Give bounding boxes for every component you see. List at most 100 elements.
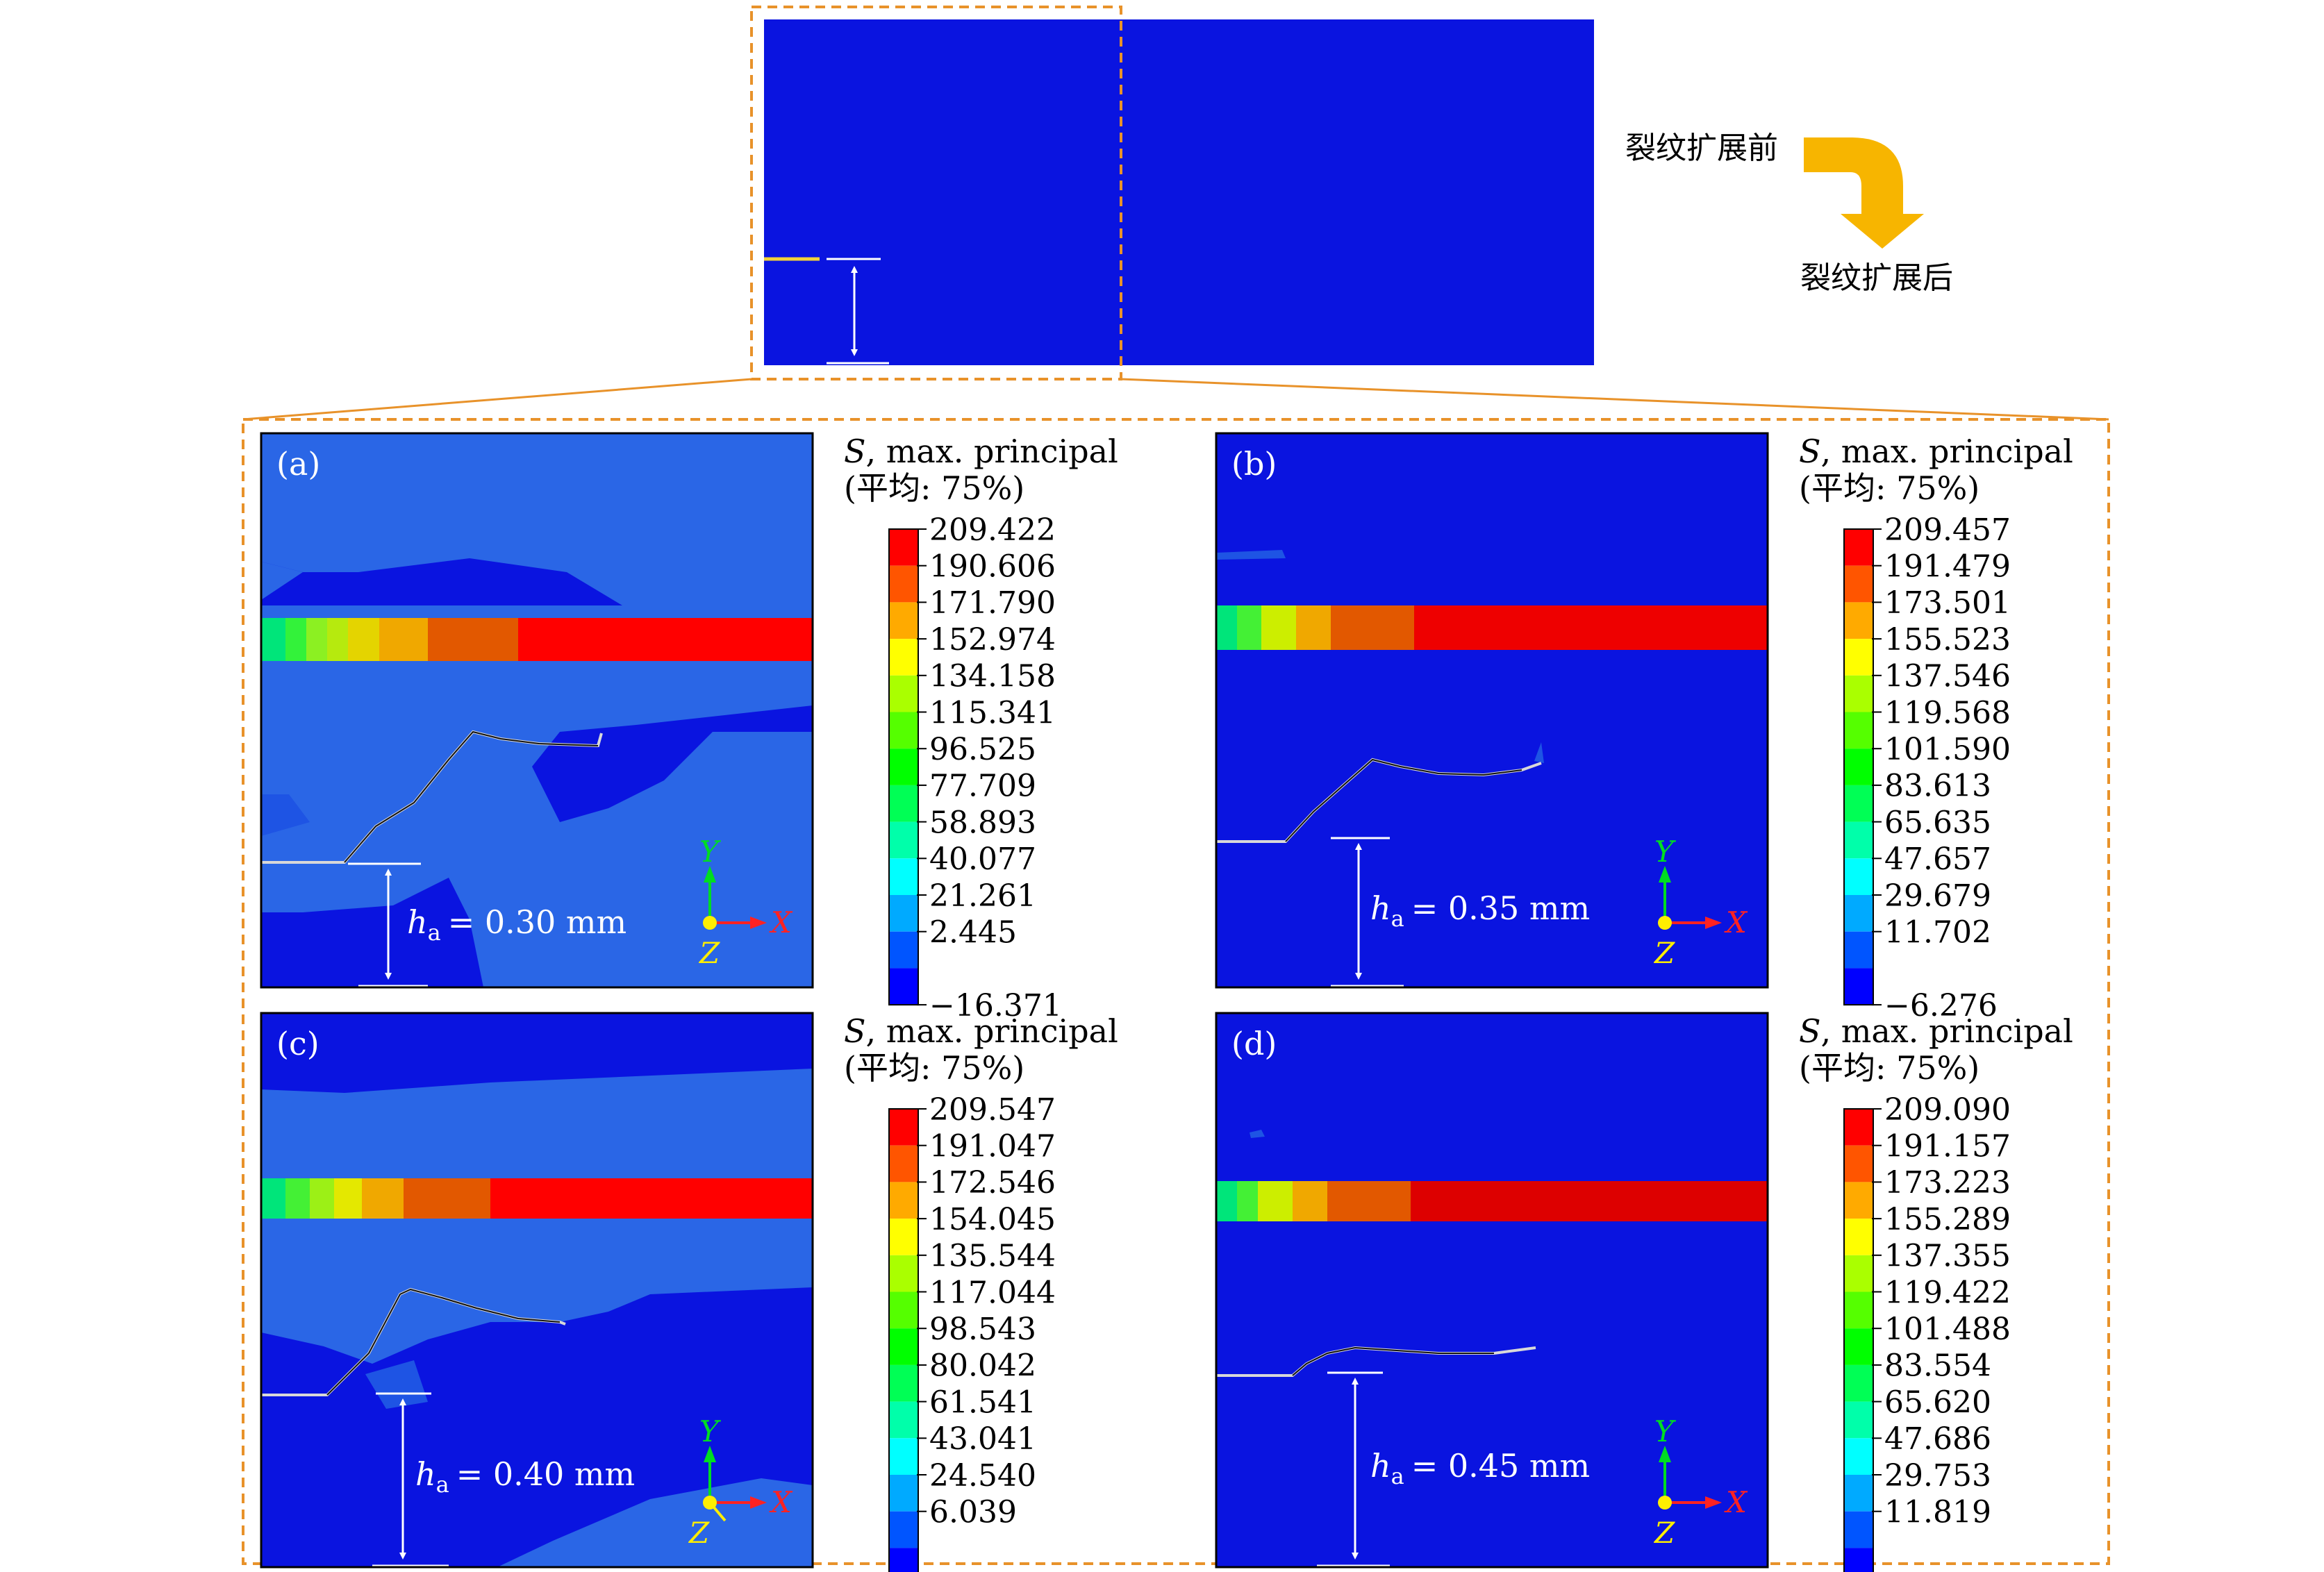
legend-a-swatch-2 bbox=[889, 602, 918, 639]
panel-a-axis-z: Z bbox=[698, 936, 720, 970]
curved-arrow-icon bbox=[1804, 137, 1924, 249]
legend-d-swatch-3 bbox=[1844, 1219, 1873, 1255]
panel-d-stress-band bbox=[1216, 1181, 1768, 1221]
legend-c-value-12: −12.462 bbox=[929, 1568, 1062, 1572]
panel-c-stress-band bbox=[261, 1178, 813, 1219]
legend-a-value-1: 190.606 bbox=[929, 549, 1056, 585]
legend-a-scale: 209.422190.606171.790152.974134.158115.3… bbox=[888, 512, 1062, 1023]
panel-a-stress-region-lower bbox=[261, 661, 813, 987]
legend-d-scale: 209.090191.157173.223155.289137.355119.4… bbox=[1843, 1092, 2011, 1572]
legend-a-value-6: 96.525 bbox=[929, 732, 1036, 767]
legend-b-swatch-4 bbox=[1844, 675, 1873, 712]
panel-a-axis-x: X bbox=[769, 905, 793, 939]
panel-a-stress-region-shoulder bbox=[261, 562, 303, 600]
panel-d-axis-z: Z bbox=[1653, 1516, 1675, 1550]
legend-d-value-11: 11.819 bbox=[1884, 1495, 1991, 1530]
legend-c-value-9: 43.041 bbox=[929, 1421, 1036, 1457]
panel-c-field bbox=[261, 1013, 813, 1567]
legend-c-value-0: 209.547 bbox=[929, 1092, 1056, 1128]
panel-a-stress-band bbox=[261, 605, 813, 661]
legend-a-value-12: −16.371 bbox=[929, 988, 1062, 1023]
legend-c-title: S, max. principal bbox=[844, 1012, 1118, 1050]
legend-a-value-7: 77.709 bbox=[929, 769, 1036, 804]
legend-c-swatch-12 bbox=[889, 1548, 918, 1572]
legend-b-swatch-7 bbox=[1844, 785, 1873, 822]
panel-d-tag: (d) bbox=[1231, 1025, 1277, 1062]
legend-c-swatch-2 bbox=[889, 1182, 918, 1219]
panel-c-stress-region-lower bbox=[261, 1219, 813, 1364]
panel-b-axis-z: Z bbox=[1653, 936, 1675, 970]
legend-b-swatch-12 bbox=[1844, 968, 1873, 1005]
legend-c-swatch-6 bbox=[889, 1328, 918, 1365]
panel-c-axis-x: X bbox=[769, 1485, 793, 1519]
legend-a-swatch-7 bbox=[889, 785, 918, 822]
legend-d-value-2: 173.223 bbox=[1884, 1165, 2011, 1201]
legend-c-swatch-5 bbox=[889, 1291, 918, 1329]
legend-a-subtitle: (平均: 75%) bbox=[844, 469, 1024, 507]
legend-b-value-9: 47.657 bbox=[1884, 842, 1991, 877]
panel-c-axis-y: Y bbox=[699, 1414, 722, 1448]
legend-b-subtitle: (平均: 75%) bbox=[1799, 469, 1979, 507]
legend-b-swatch-8 bbox=[1844, 821, 1873, 859]
legend-a-swatch-3 bbox=[889, 639, 918, 676]
legend-b-swatch-2 bbox=[1844, 602, 1873, 639]
legend-b-swatch-1 bbox=[1844, 565, 1873, 603]
legend-d-swatch-5 bbox=[1844, 1291, 1873, 1329]
legend-b-swatch-0 bbox=[1844, 529, 1873, 566]
legend-c-value-6: 98.543 bbox=[929, 1312, 1036, 1347]
legend-a-value-3: 152.974 bbox=[929, 622, 1056, 658]
legend-d-frame bbox=[1843, 1108, 1874, 1572]
legend-b-title: S, max. principal bbox=[1799, 433, 2073, 470]
legend-a: S, max. principal (平均: 75%) 209.422190.6… bbox=[844, 433, 1118, 1023]
zoom-connector-right bbox=[1120, 378, 2109, 421]
panel-b: (b) ha = 0.35 mm Y X Z bbox=[1215, 432, 1769, 989]
panel-c-stress-region-patch bbox=[365, 1360, 428, 1409]
panel-b-border bbox=[1215, 432, 1769, 989]
legend-d-subtitle: (平均: 75%) bbox=[1799, 1049, 1979, 1087]
legend-b-value-5: 119.568 bbox=[1884, 695, 2011, 730]
legend-b-value-1: 191.479 bbox=[1884, 549, 2011, 585]
label-before-crack: 裂纹扩展前 bbox=[1625, 131, 1778, 166]
legend-b-swatch-6 bbox=[1844, 749, 1873, 785]
legend-c-swatch-11 bbox=[889, 1511, 918, 1548]
legend-a-swatch-6 bbox=[889, 749, 918, 785]
legend-d-swatch-1 bbox=[1844, 1145, 1873, 1182]
legend-d-swatch-0 bbox=[1844, 1109, 1873, 1146]
panel-a-crack-shadow bbox=[344, 730, 599, 863]
legend-a-swatch-1 bbox=[889, 565, 918, 603]
panel-c-stress-region-upper bbox=[261, 1069, 813, 1178]
panel-c-crack-shadow bbox=[326, 1288, 561, 1396]
panels-frame bbox=[242, 418, 2110, 1565]
legend-b-scale: 209.457191.479173.501155.523137.546119.5… bbox=[1843, 512, 2011, 1023]
legend-c-swatch-9 bbox=[889, 1438, 918, 1475]
panel-d-axis-x: X bbox=[1724, 1485, 1748, 1519]
legend-b-value-6: 101.590 bbox=[1884, 732, 2011, 767]
panel-b-h-label: ha = 0.35 mm bbox=[1370, 889, 1590, 932]
legend-d-value-3: 155.289 bbox=[1884, 1202, 2011, 1237]
overview-field bbox=[764, 19, 1594, 365]
legend-b: S, max. principal (平均: 75%) 209.457191.4… bbox=[1799, 433, 2073, 1023]
panel-c-border bbox=[260, 1012, 814, 1569]
legend-a-value-11: 2.445 bbox=[929, 915, 1017, 951]
legend-c-value-2: 172.546 bbox=[929, 1165, 1056, 1201]
legend-d-value-5: 119.422 bbox=[1884, 1275, 2011, 1310]
panel-b-stress-tip bbox=[1534, 742, 1544, 763]
panel-c-axis-triad: Y X Z bbox=[688, 1414, 793, 1550]
legend-c-swatch-8 bbox=[889, 1401, 918, 1439]
legend-c-scale: 209.547191.047172.546154.045135.544117.0… bbox=[888, 1092, 1062, 1572]
panel-a-stress-region-left bbox=[261, 794, 310, 836]
legend-a-swatch-0 bbox=[889, 529, 918, 566]
legend-c-swatch-10 bbox=[889, 1475, 918, 1512]
legend-d-swatch-12 bbox=[1844, 1548, 1873, 1572]
panel-b-stress-band bbox=[1216, 605, 1768, 650]
panel-b-crack-shadow bbox=[1285, 758, 1522, 842]
legend-a-value-2: 171.790 bbox=[929, 585, 1056, 621]
legend-b-value-8: 65.635 bbox=[1884, 805, 1991, 840]
legend-a-swatch-12 bbox=[889, 968, 918, 1005]
legend-c-value-1: 191.047 bbox=[929, 1129, 1056, 1164]
legend-a-value-8: 58.893 bbox=[929, 805, 1036, 840]
panel-d-border bbox=[1215, 1012, 1769, 1569]
legend-b-value-0: 209.457 bbox=[1884, 512, 2011, 548]
legend-b-swatch-5 bbox=[1844, 712, 1873, 749]
